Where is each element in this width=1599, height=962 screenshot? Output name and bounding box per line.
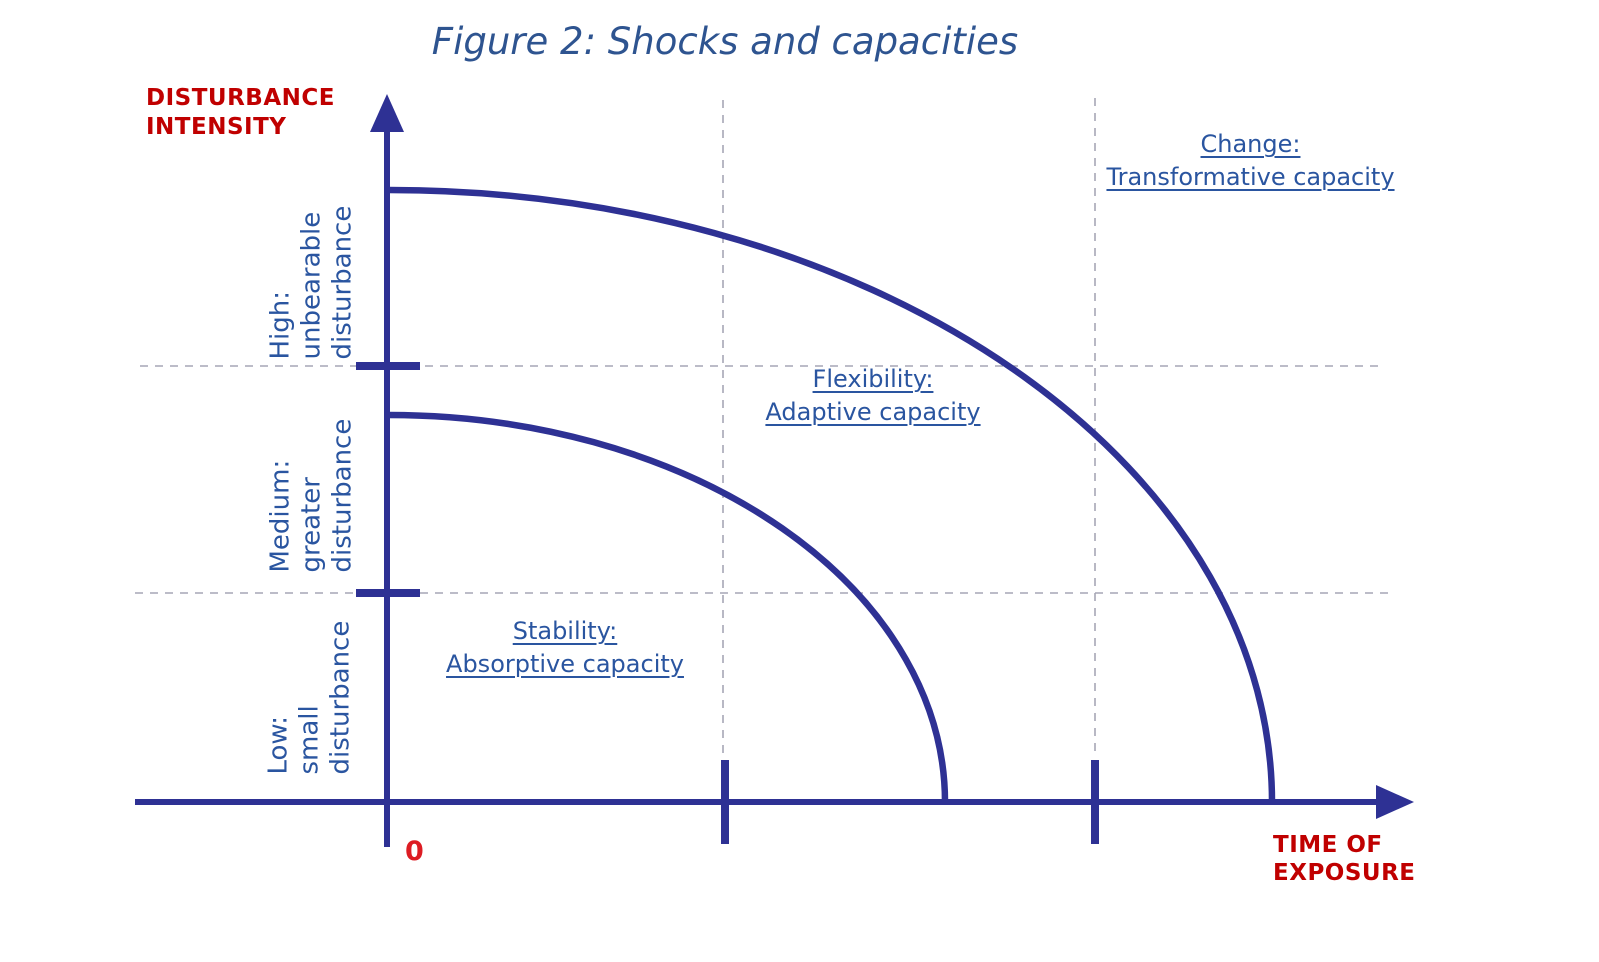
zone-flexibility-capacity: Adaptive capacity <box>765 398 981 426</box>
y-level-label-medium: Medium: greater disturbance <box>266 358 359 573</box>
inner-capacity-curve <box>388 411 949 803</box>
zone-label-change: Change: Transformative capacity <box>1058 128 1443 194</box>
x-axis-title: TIME OF EXPOSURE <box>1273 831 1416 887</box>
x-axis-title-line2: EXPOSURE <box>1273 860 1416 886</box>
y-level-low-line2: small <box>294 705 325 775</box>
zone-stability-capacity: Absorptive capacity <box>446 650 684 678</box>
zone-change-heading: Change: <box>1200 130 1301 158</box>
y-level-medium-line3: disturbance <box>327 418 358 573</box>
y-level-high-line2: unbearable <box>296 211 327 360</box>
y-level-high-line1: High: <box>265 290 296 360</box>
zone-label-stability: Stability: Absorptive capacity <box>390 615 740 681</box>
y-level-medium-line1: Medium: <box>265 459 296 573</box>
zone-stability-heading: Stability: <box>512 617 618 645</box>
y-level-label-low: Low: small disturbance <box>264 560 357 775</box>
origin-zero-label: 0 <box>405 836 424 867</box>
y-level-medium-line2: greater <box>296 477 327 573</box>
figure-title: Figure 2: Shocks and capacities <box>431 20 1019 63</box>
y-level-label-high: High: unbearable disturbance <box>266 145 359 360</box>
zone-flexibility-heading: Flexibility: <box>812 365 934 393</box>
y-axis-arrowhead <box>370 94 404 132</box>
y-axis-title-line2: INTENSITY <box>146 114 287 140</box>
y-level-low-line1: Low: <box>263 715 294 775</box>
zone-change-capacity: Transformative capacity <box>1106 163 1395 191</box>
zone-label-flexibility: Flexibility: Adaptive capacity <box>698 363 1048 429</box>
y-level-low-line3: disturbance <box>325 620 356 775</box>
y-axis-title: DISTURBANCE INTENSITY <box>146 84 335 142</box>
y-axis-title-line1: DISTURBANCE <box>146 85 335 111</box>
x-axis-title-line1: TIME OF <box>1273 832 1383 858</box>
outer-capacity-curve <box>388 186 1276 803</box>
x-axis-arrowhead <box>1376 785 1414 819</box>
y-level-high-line3: disturbance <box>327 205 358 360</box>
